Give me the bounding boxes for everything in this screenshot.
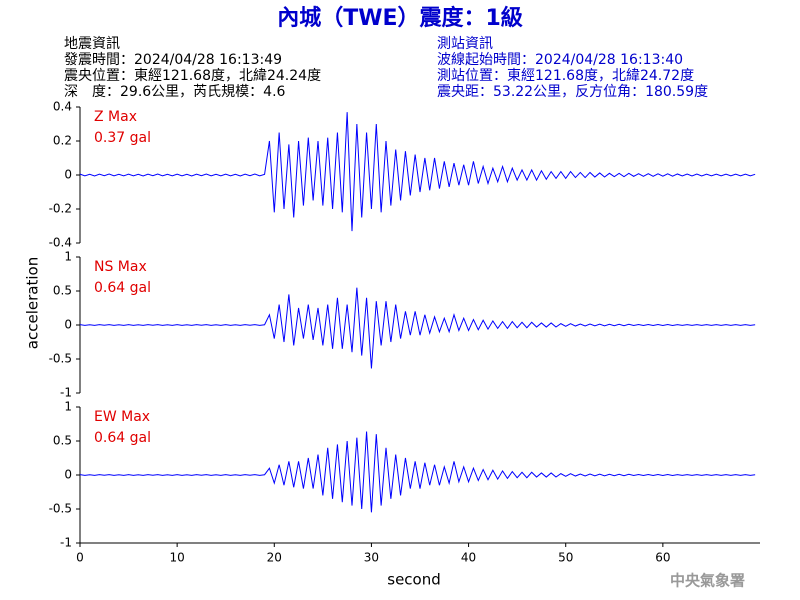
y-tick-label: 1: [64, 400, 72, 414]
y-tick-label: 0: [64, 318, 72, 332]
info-right: 測站位置：東經121.68度，北緯24.72度: [437, 68, 694, 84]
x-axis-label: second: [387, 571, 441, 589]
y-axis-label: acceleration: [24, 257, 42, 349]
credit: 中央氣象署: [670, 572, 745, 590]
series-name: EW Max: [94, 409, 150, 425]
x-tick-label: 60: [655, 551, 670, 565]
y-tick-label: 0: [64, 168, 72, 182]
info-left: 深 度：29.6公里，芮氏規模：4.6: [64, 83, 286, 100]
info-right: 波線起始時間：2024/04/28 16:13:40: [437, 52, 683, 68]
y-tick-label: 0: [64, 468, 72, 482]
info-right: 測站資訊: [437, 36, 493, 52]
chart-title: 內城（TWE）震度：1級: [277, 5, 523, 31]
y-tick-label: -0.2: [49, 202, 72, 216]
series-max: 0.37 gal: [94, 130, 151, 146]
series-max: 0.64 gal: [94, 280, 151, 296]
x-tick-label: 0: [76, 551, 84, 565]
info-left: 發震時間：2024/04/28 16:13:49: [64, 52, 282, 68]
info-right: 震央距：53.22公里，反方位角：180.59度: [437, 84, 708, 100]
y-tick-label: 1: [64, 250, 72, 264]
x-tick-label: 20: [267, 551, 282, 565]
y-tick-label: -1: [60, 386, 72, 400]
y-tick-label: 0.5: [53, 284, 72, 298]
series-name: NS Max: [94, 259, 147, 275]
series-name: Z Max: [94, 109, 137, 125]
waveform: [79, 287, 756, 369]
y-tick-label: 0.4: [53, 100, 72, 114]
y-tick-label: 0.2: [53, 134, 72, 148]
y-tick-label: 0.5: [53, 434, 72, 448]
x-tick-label: 30: [364, 551, 379, 565]
y-tick-label: -0.5: [49, 352, 72, 366]
waveform: [79, 112, 756, 232]
info-left: 震央位置：東經121.68度，北緯24.24度: [64, 68, 321, 84]
x-tick-label: 50: [558, 551, 573, 565]
x-tick-label: 40: [461, 551, 476, 565]
series-max: 0.64 gal: [94, 430, 151, 446]
y-tick-label: -0.5: [49, 502, 72, 516]
y-tick-label: -0.4: [49, 236, 72, 250]
info-left: 地震資訊: [64, 36, 120, 52]
waveform: [79, 431, 756, 513]
x-tick-label: 10: [170, 551, 185, 565]
y-tick-label: -1: [60, 536, 72, 550]
